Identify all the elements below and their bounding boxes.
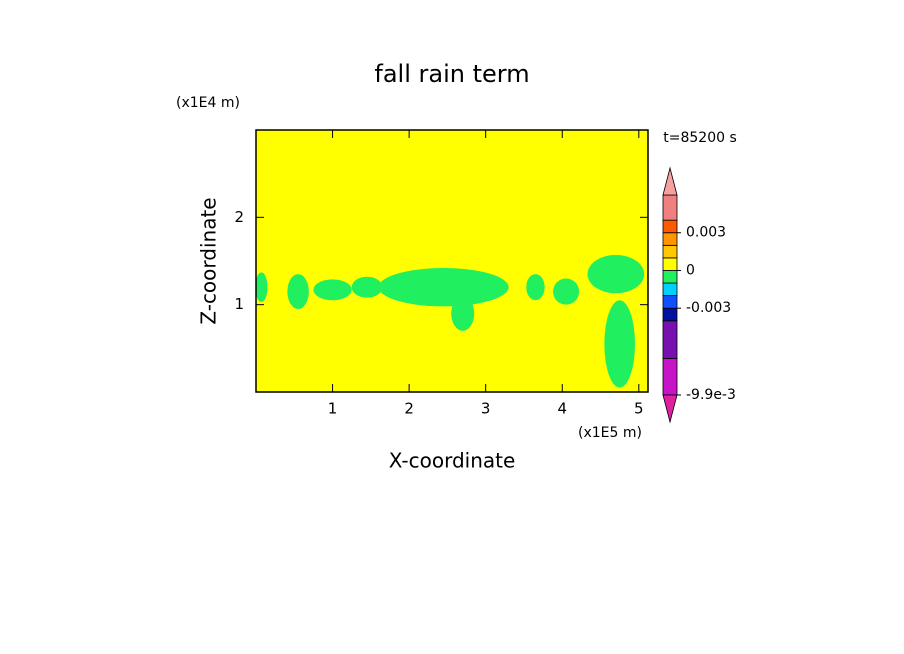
- x-tick-label: 2: [404, 400, 414, 418]
- colorbar-tick-label: 0.003: [686, 225, 726, 241]
- field-patch: [451, 295, 475, 331]
- colorbar-box: [662, 295, 678, 309]
- colorbar-box: [662, 244, 678, 259]
- plot-frame: [255, 129, 649, 393]
- chart-title: fall rain term: [374, 60, 529, 88]
- y-tick-label: 2: [234, 208, 244, 226]
- colorbar-box: [662, 219, 678, 234]
- x-axis-label: X-coordinate: [389, 449, 516, 473]
- field-patch: [378, 267, 509, 307]
- y-unit-label: (x1E4 m): [176, 95, 240, 111]
- field-patch: [287, 274, 309, 310]
- field-patch: [351, 276, 383, 298]
- x-tick-label: 5: [634, 400, 644, 418]
- x-unit-label: (x1E5 m): [578, 425, 642, 441]
- colorbar-box: [662, 270, 678, 284]
- colorbar-under: [662, 394, 678, 424]
- field-patch: [256, 272, 268, 303]
- x-tick-label: 3: [481, 400, 491, 418]
- colorbar-box: [662, 257, 678, 271]
- y-tick-label: 1: [234, 295, 244, 313]
- field-patches: [256, 254, 645, 388]
- colorbar-box: [662, 282, 678, 297]
- field-patch: [604, 300, 635, 388]
- colorbar-over: [662, 166, 678, 196]
- colorbar-box: [662, 320, 678, 359]
- colorbar-box: [662, 307, 678, 322]
- colorbar-box: [662, 358, 678, 396]
- colorbar-tick-label: -0.003: [686, 300, 731, 316]
- colorbar-box: [662, 232, 678, 246]
- colorbar-tick-label: 0: [686, 262, 695, 278]
- field-patch: [313, 279, 352, 301]
- y-axis-label: Z-coordinate: [197, 197, 221, 324]
- field-patch: [526, 274, 545, 301]
- colorbar-tick-label: -9.9e-3: [686, 387, 736, 403]
- field-background: [256, 130, 648, 392]
- time-label: t=85200 s: [663, 130, 737, 146]
- colorbar-box: [662, 194, 678, 221]
- x-tick-label: 1: [328, 400, 338, 418]
- field-patch: [553, 278, 580, 305]
- x-tick-label: 4: [557, 400, 567, 418]
- field-patch: [587, 254, 645, 294]
